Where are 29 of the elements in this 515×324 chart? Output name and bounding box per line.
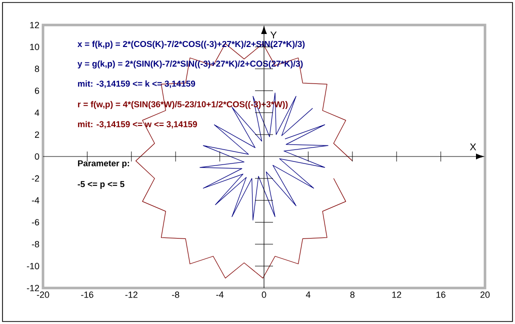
x-axis-title: X <box>470 143 476 150</box>
x-tick-label: -16 <box>81 292 94 298</box>
y-tick-label: -8 <box>32 240 40 248</box>
y-tick-label: 2 <box>34 131 40 138</box>
x-tick-label: 20 <box>480 292 490 298</box>
y-tick-label: -12 <box>26 284 40 292</box>
y-tick-label: 4 <box>34 110 40 116</box>
x-tick-label: -4 <box>216 292 224 298</box>
annotation: -5 <= p <= 5 <box>78 181 124 189</box>
x-tick-label: -12 <box>125 292 138 298</box>
x-tick-label: -8 <box>172 292 180 298</box>
annotation: mit: -3,14159 <= w <= 3,14159 <box>78 120 197 128</box>
y-tick-label: 0 <box>34 153 40 160</box>
x-tick-label: 4 <box>306 292 310 298</box>
annotation: Parameter p: <box>78 160 130 168</box>
y-tick-label: -6 <box>32 219 40 226</box>
y-tick-label: 6 <box>34 88 40 94</box>
y-axis-title: Y <box>270 32 277 38</box>
x-tick-label: -20 <box>36 292 50 298</box>
x-tick-label: 12 <box>392 292 402 298</box>
y-tick-label: 8 <box>34 66 40 72</box>
x-tick-label: 16 <box>436 292 446 298</box>
y-tick-label: 10 <box>30 44 40 50</box>
y-tick-label: -10 <box>26 262 40 270</box>
x-tick-label: 8 <box>350 292 355 298</box>
x-tick-label: 0 <box>262 292 266 298</box>
y-tick-label: 12 <box>30 22 40 28</box>
y-tick-label: -2 <box>32 175 40 182</box>
y-tick-label: -4 <box>32 197 40 204</box>
